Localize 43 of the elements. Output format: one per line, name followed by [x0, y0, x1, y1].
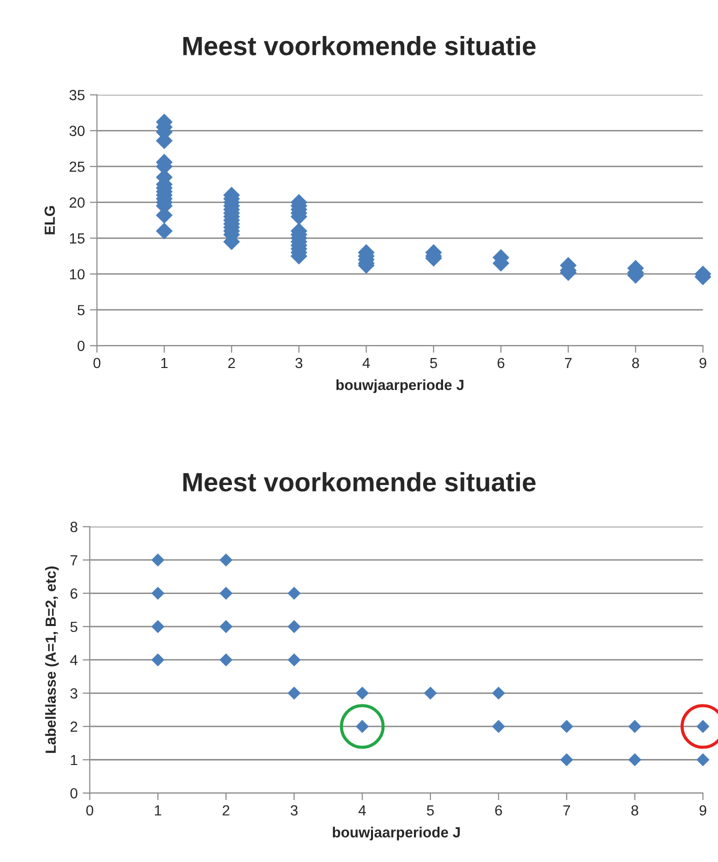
x-tick-label: 7	[564, 358, 572, 368]
x-tick-label: 9	[700, 358, 706, 368]
y-tick-label: 4	[70, 655, 78, 666]
y-tick-label: 1	[70, 754, 78, 766]
x-tick-label: 1	[154, 805, 162, 816]
x-tick-label: 6	[495, 805, 502, 816]
y-tick-label: 0	[78, 340, 85, 352]
y-tick-label: 35	[69, 90, 85, 100]
x-tick-label: 6	[498, 358, 504, 368]
y-tick-label: 8	[70, 522, 78, 532]
x-tick-label: 8	[632, 358, 640, 368]
y-tick-label: 2	[70, 722, 78, 732]
x-tick-label: 5	[430, 358, 438, 368]
x-tick-label: 0	[93, 358, 100, 368]
y-tick-label: 10	[70, 269, 85, 280]
y-tick-label: 7	[70, 555, 78, 566]
y-tick-label: 6	[70, 588, 78, 599]
x-axis-title: bouwjaarperiode J	[332, 826, 460, 840]
x-axis-title: bouwjaarperiode J	[336, 379, 464, 393]
x-tick-label: 2	[222, 805, 230, 816]
y-tick-label: 25	[70, 162, 85, 172]
x-tick-label: 3	[295, 358, 302, 368]
x-tick-label: 4	[362, 358, 370, 368]
y-tick-label: 0	[70, 788, 78, 798]
chart-title: Meest voorkomende situatie	[183, 36, 536, 56]
y-axis-title: ELG	[44, 206, 55, 234]
y-tick-label: 3	[70, 688, 78, 699]
x-tick-label: 3	[290, 805, 298, 816]
chart-title: Meest voorkomende situatie	[183, 472, 536, 492]
x-tick-label: 1	[161, 358, 168, 368]
y-tick-label: 5	[78, 305, 85, 316]
x-tick-label: 7	[563, 805, 570, 816]
x-tick-label: 4	[358, 805, 366, 816]
x-tick-label: 8	[631, 805, 638, 816]
x-tick-label: 0	[86, 805, 94, 816]
y-tick-label: 20	[70, 197, 85, 208]
x-tick-label: 9	[700, 805, 706, 816]
y-axis-title: Labelklasse (A=1, B=2, etc)	[45, 566, 59, 753]
y-tick-label: 15	[70, 233, 85, 244]
x-tick-label: 5	[426, 805, 434, 816]
y-tick-label: 5	[70, 622, 78, 632]
y-tick-label: 30	[69, 126, 85, 136]
x-tick-label: 2	[228, 358, 235, 368]
